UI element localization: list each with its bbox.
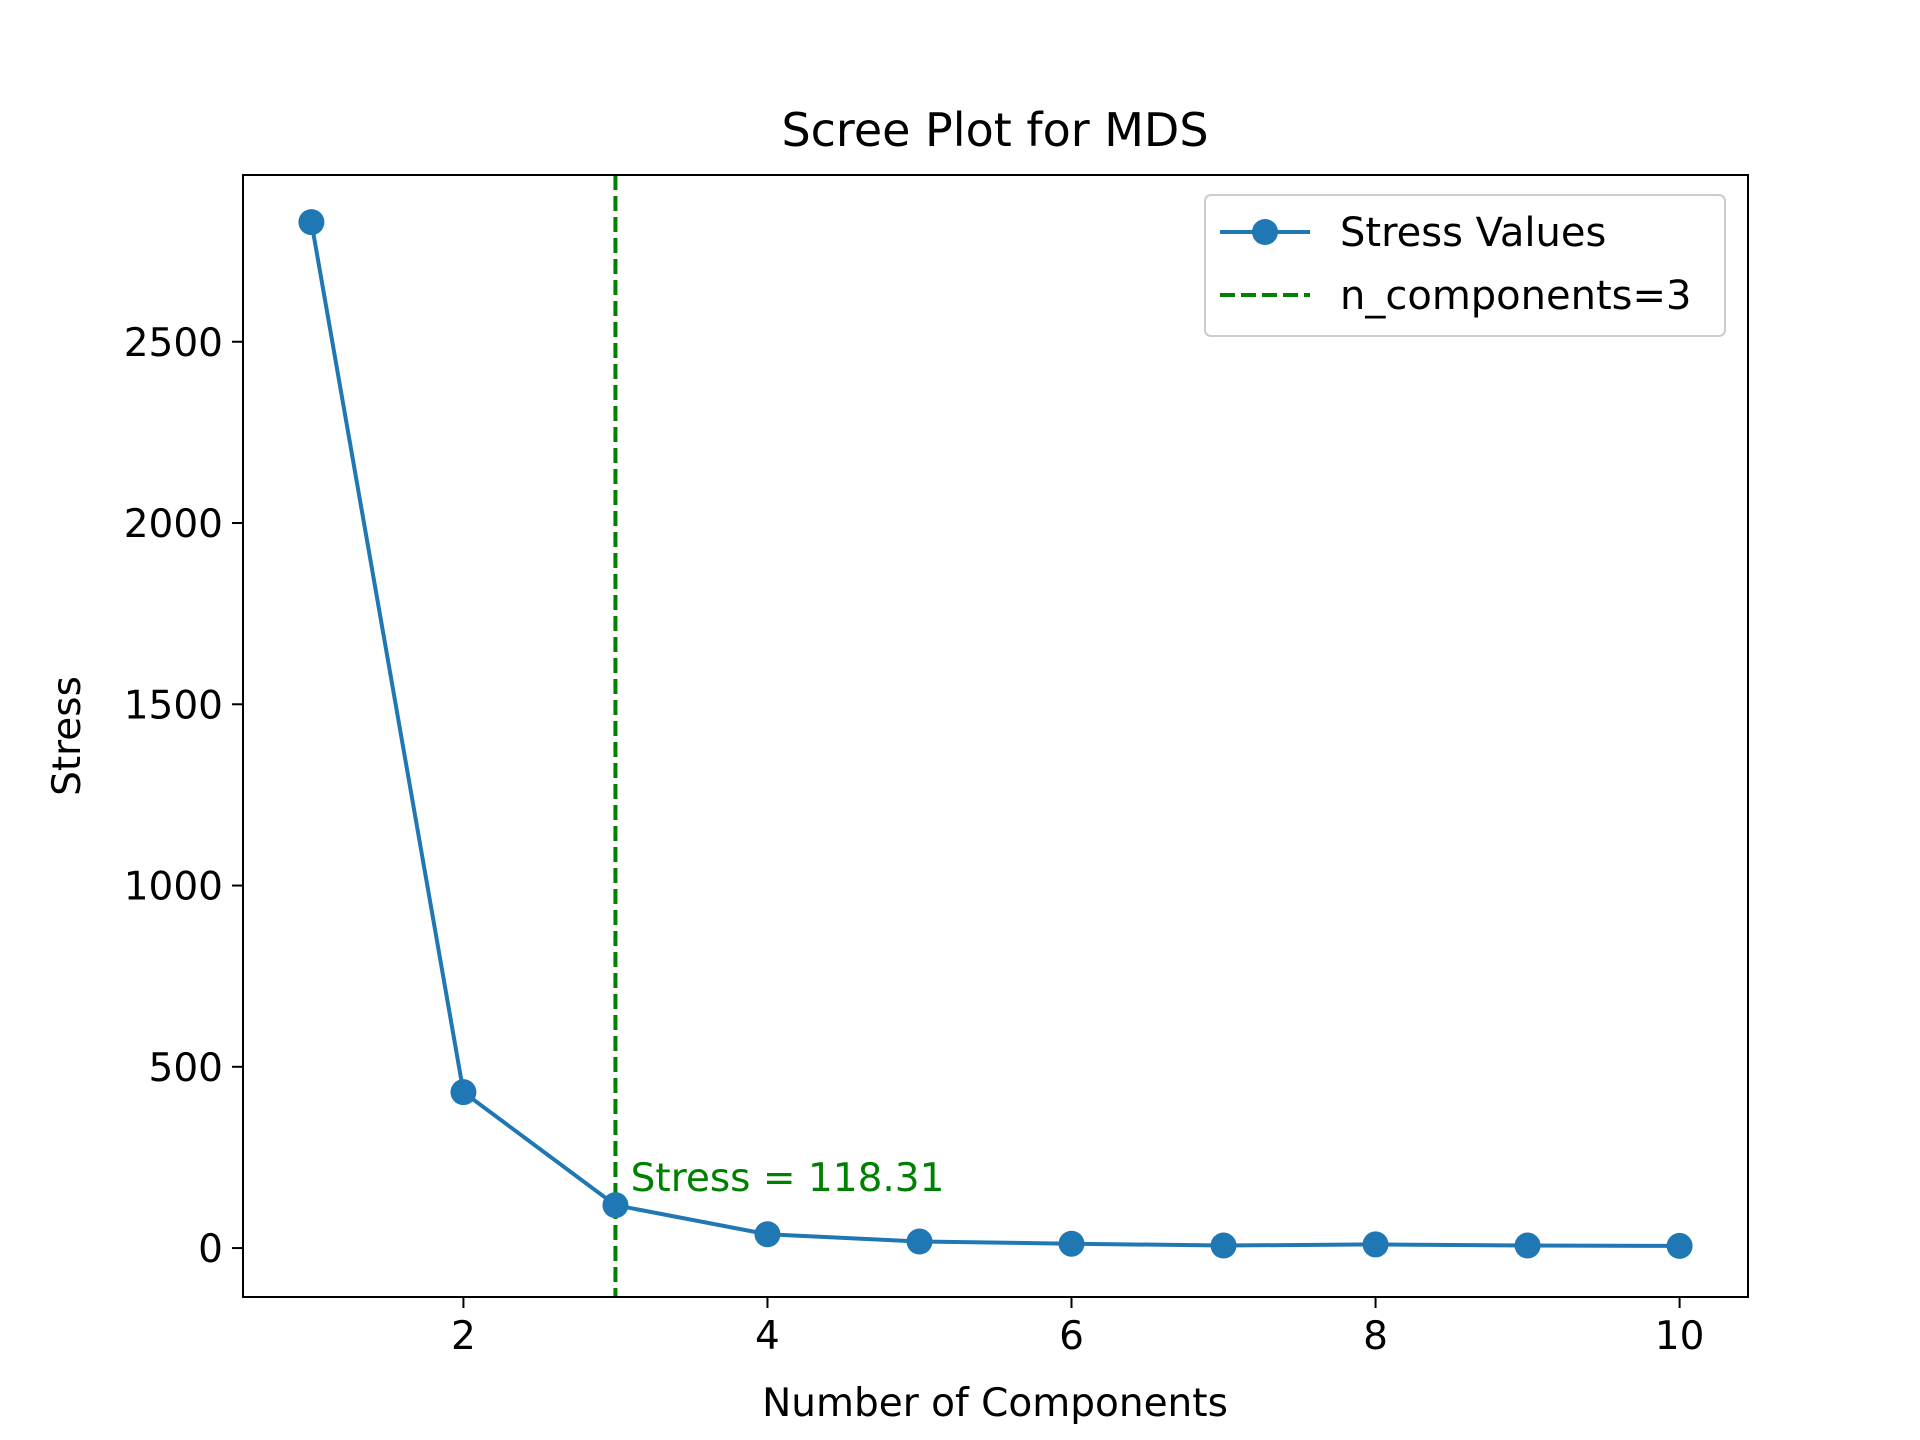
y-tick-label: 500 bbox=[149, 1046, 223, 1091]
data-point-7 bbox=[1210, 1232, 1237, 1259]
y-tick-label: 1500 bbox=[124, 683, 223, 728]
legend-stress-label: Stress Values bbox=[1340, 210, 1606, 256]
y-tick-label: 0 bbox=[198, 1227, 223, 1272]
x-tick-label: 6 bbox=[1059, 1314, 1084, 1359]
x-axis-ticks: 2 4 6 8 10 bbox=[451, 1297, 1704, 1359]
data-point-1 bbox=[298, 209, 325, 236]
legend-box bbox=[1204, 194, 1726, 337]
legend-stress-marker-icon bbox=[1252, 219, 1278, 245]
x-tick-label: 10 bbox=[1655, 1314, 1705, 1359]
stress-annotation: Stress = 118.31 bbox=[631, 1156, 945, 1201]
y-tick-label: 1000 bbox=[124, 865, 223, 910]
x-tick-label: 8 bbox=[1363, 1314, 1388, 1359]
series-line-stress-values bbox=[309, 221, 1680, 1248]
x-tick-label: 2 bbox=[451, 1314, 476, 1359]
y-tick-label: 2000 bbox=[124, 502, 223, 547]
x-axis-label: Number of Components bbox=[762, 1381, 1228, 1426]
data-point-9 bbox=[1514, 1232, 1541, 1259]
data-point-2 bbox=[450, 1079, 477, 1106]
legend-reference-label: n_components=3 bbox=[1340, 273, 1691, 319]
data-point-10 bbox=[1666, 1232, 1693, 1259]
data-point-6 bbox=[1058, 1230, 1085, 1257]
data-point-8 bbox=[1362, 1231, 1389, 1258]
data-point-5 bbox=[906, 1228, 933, 1255]
data-point-4 bbox=[754, 1221, 781, 1248]
y-axis-ticks: 0 500 1000 1500 2000 2500 bbox=[124, 321, 243, 1272]
plot-area bbox=[298, 175, 1693, 1297]
y-tick-label: 2500 bbox=[124, 321, 223, 366]
axes-frame bbox=[242, 174, 1749, 1298]
x-tick-label: 4 bbox=[755, 1314, 780, 1359]
legend: Stress Values n_components=3 bbox=[1204, 194, 1726, 337]
chart-title: Scree Plot for MDS bbox=[781, 103, 1208, 157]
data-point-3 bbox=[602, 1192, 629, 1219]
y-axis-label: Stress bbox=[45, 676, 90, 796]
